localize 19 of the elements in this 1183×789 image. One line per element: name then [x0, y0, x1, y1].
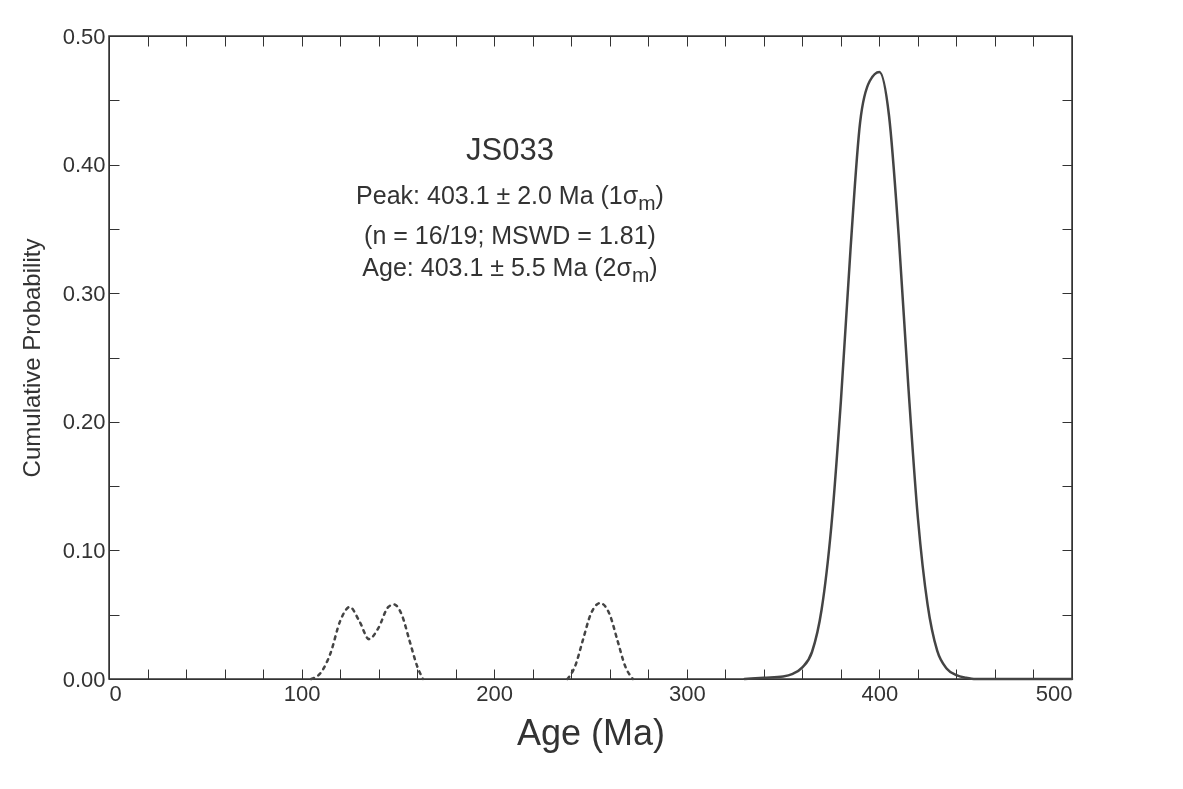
y-tick-label: 0.10 — [62, 537, 106, 563]
x-tick-label: 300 — [668, 680, 706, 706]
y-tick-label: 0.30 — [62, 280, 106, 306]
y-tick-label: 0.40 — [62, 152, 106, 178]
y-tick-label: 0.00 — [62, 666, 106, 692]
x-tick-label: 500 — [1035, 680, 1073, 706]
x-axis-title: Age (Ma) — [516, 711, 666, 753]
annotation: (n = 16/19; MSWD = 1.81) — [363, 220, 657, 251]
x-tick-label: 200 — [476, 680, 514, 706]
x-tick-label: 400 — [861, 680, 899, 706]
annotation: JS033 — [465, 131, 555, 169]
y-tick-label: 0.50 — [62, 23, 106, 49]
x-tick-label: 0 — [109, 680, 122, 706]
y-axis-title: Cumulative Probability — [17, 238, 45, 478]
x-tick-label: 100 — [283, 680, 321, 706]
y-tick-label: 0.20 — [62, 409, 106, 435]
line-series — [743, 70, 1074, 681]
annotation: Age: 403.1 ± 5.5 Ma (2σ$_{m}$) — [361, 252, 659, 288]
annotation: Peak: 403.1 ± 2.0 Ma (1σ$_{m}$) — [355, 180, 665, 216]
